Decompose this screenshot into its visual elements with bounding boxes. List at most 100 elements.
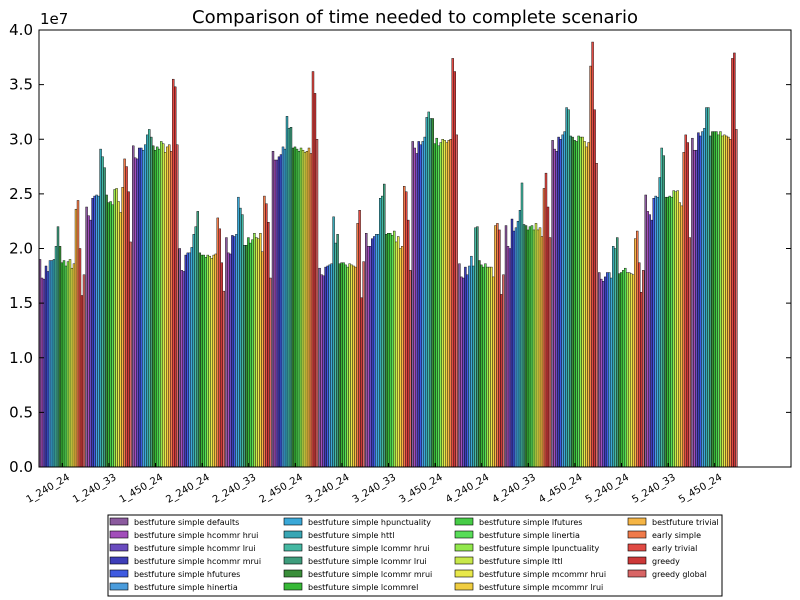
bar <box>478 260 481 468</box>
bar <box>427 111 430 468</box>
legend-label: early simple <box>652 531 701 540</box>
bar <box>58 246 62 468</box>
bar <box>275 159 279 468</box>
bar <box>377 234 380 468</box>
bar <box>210 258 214 468</box>
bar <box>397 236 400 468</box>
bar <box>516 220 520 468</box>
bar <box>78 248 82 468</box>
legend-label: bestfuture simple lcommrel <box>308 583 418 592</box>
bar <box>225 237 228 468</box>
bar <box>212 254 216 468</box>
bar <box>598 272 601 468</box>
bar <box>245 245 248 468</box>
bar <box>281 146 285 468</box>
bar <box>642 270 645 468</box>
bar <box>271 151 275 468</box>
legend-swatch <box>454 543 474 552</box>
bar <box>723 134 726 468</box>
bar <box>417 141 420 468</box>
bar <box>180 270 184 468</box>
bar <box>670 196 673 468</box>
x-tick-label: 5_450_24 <box>677 472 724 506</box>
legend-label: bestfuture simple linertia <box>479 531 580 540</box>
bar <box>129 241 132 468</box>
bar <box>301 149 305 468</box>
bar <box>182 271 186 468</box>
legend-item: greedy global <box>627 569 707 579</box>
x-tick-label: 4_450_24 <box>537 472 584 506</box>
legend-item: bestfuture simple lcommr mrui <box>283 569 432 579</box>
series-20 <box>78 41 734 468</box>
bar <box>600 278 603 468</box>
bar <box>563 131 566 468</box>
bar <box>336 234 339 468</box>
bar <box>72 263 76 468</box>
bar <box>508 248 512 468</box>
legend-item: bestfuture simple hpunctuality <box>283 517 431 527</box>
bar <box>567 109 570 468</box>
legend-swatch <box>454 582 474 591</box>
bar <box>340 262 343 468</box>
bar <box>346 266 349 468</box>
bar <box>190 247 194 468</box>
bar <box>717 134 720 468</box>
bar <box>636 230 639 468</box>
legend-label: bestfuture simple hinertia <box>134 583 238 592</box>
bar <box>354 266 357 468</box>
bar <box>89 219 92 468</box>
legend-item: bestfuture simple hfutures <box>109 569 240 579</box>
bar <box>169 151 173 468</box>
bar <box>143 144 147 468</box>
bar <box>342 262 345 468</box>
legend-item: early trivial <box>627 543 697 553</box>
bar <box>664 196 667 468</box>
bar <box>139 147 143 468</box>
legend-swatch <box>109 543 129 552</box>
bar <box>328 264 331 468</box>
bar <box>703 128 706 468</box>
bar <box>334 242 337 468</box>
bar <box>82 274 86 468</box>
bar <box>662 155 665 468</box>
bar <box>107 202 110 468</box>
bar <box>303 152 307 468</box>
bar <box>121 187 124 468</box>
legend-label: early trivial <box>652 544 697 553</box>
bar <box>729 139 732 468</box>
bar <box>395 241 398 468</box>
bar <box>147 129 151 468</box>
bar <box>536 229 540 468</box>
bar <box>216 217 220 468</box>
bar <box>165 146 169 468</box>
x-tick-label: 5_240_33 <box>630 472 677 506</box>
legend-item: bestfuture simple lcommr hrui <box>283 543 430 553</box>
bar <box>311 71 315 468</box>
legend-label: bestfuture simple hpunctuality <box>308 518 431 527</box>
legend-label: bestfuture simple defaults <box>134 518 239 527</box>
bar <box>350 264 353 468</box>
bar <box>441 139 444 468</box>
legend-label: bestfuture simple lpunctuality <box>479 544 599 553</box>
bar <box>192 234 196 468</box>
bar <box>251 239 254 468</box>
bar <box>538 227 542 468</box>
bar <box>196 211 200 468</box>
bar <box>362 261 365 468</box>
bar <box>735 129 738 468</box>
bar <box>561 134 564 468</box>
bar <box>95 194 98 468</box>
bar <box>117 201 120 468</box>
bar <box>401 246 404 468</box>
bar <box>699 135 702 468</box>
bar <box>486 266 489 468</box>
bar <box>62 260 66 468</box>
bar <box>413 147 416 468</box>
bar <box>46 271 50 468</box>
bar <box>697 132 700 468</box>
legend-swatch <box>283 517 303 526</box>
legend-label: bestfuture simple hcommr mrui <box>134 557 261 566</box>
bar <box>80 295 84 468</box>
bar <box>524 225 528 468</box>
bar <box>608 272 611 468</box>
